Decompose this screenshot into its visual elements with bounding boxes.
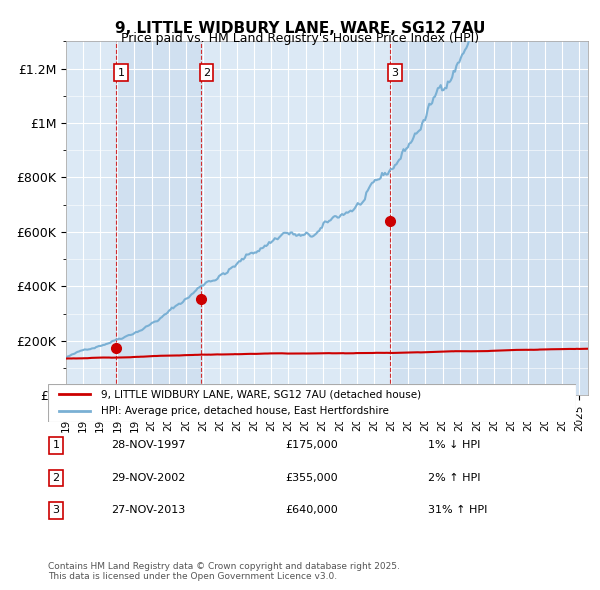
Text: 2% ↑ HPI: 2% ↑ HPI bbox=[428, 473, 481, 483]
Text: Price paid vs. HM Land Registry's House Price Index (HPI): Price paid vs. HM Land Registry's House … bbox=[121, 32, 479, 45]
Text: 3: 3 bbox=[391, 68, 398, 78]
Bar bbox=[116, 41, 202, 395]
Text: £640,000: £640,000 bbox=[286, 506, 338, 515]
Text: 3: 3 bbox=[52, 506, 59, 515]
Text: 28-NOV-1997: 28-NOV-1997 bbox=[112, 441, 186, 450]
Text: 1% ↓ HPI: 1% ↓ HPI bbox=[428, 441, 481, 450]
Text: 9, LITTLE WIDBURY LANE, WARE, SG12 7AU (detached house): 9, LITTLE WIDBURY LANE, WARE, SG12 7AU (… bbox=[101, 389, 421, 399]
Text: 31% ↑ HPI: 31% ↑ HPI bbox=[428, 506, 488, 515]
Text: 29-NOV-2002: 29-NOV-2002 bbox=[112, 473, 186, 483]
Bar bbox=[389, 41, 588, 395]
Text: 9, LITTLE WIDBURY LANE, WARE, SG12 7AU: 9, LITTLE WIDBURY LANE, WARE, SG12 7AU bbox=[115, 21, 485, 35]
Text: Contains HM Land Registry data © Crown copyright and database right 2025.
This d: Contains HM Land Registry data © Crown c… bbox=[48, 562, 400, 581]
FancyBboxPatch shape bbox=[48, 384, 576, 422]
Text: HPI: Average price, detached house, East Hertfordshire: HPI: Average price, detached house, East… bbox=[101, 406, 389, 416]
Text: 27-NOV-2013: 27-NOV-2013 bbox=[112, 506, 185, 515]
Text: 2: 2 bbox=[203, 68, 210, 78]
Text: 1: 1 bbox=[52, 441, 59, 450]
Text: 2: 2 bbox=[52, 473, 59, 483]
Text: £175,000: £175,000 bbox=[286, 441, 338, 450]
Text: 1: 1 bbox=[118, 68, 124, 78]
Text: £355,000: £355,000 bbox=[286, 473, 338, 483]
